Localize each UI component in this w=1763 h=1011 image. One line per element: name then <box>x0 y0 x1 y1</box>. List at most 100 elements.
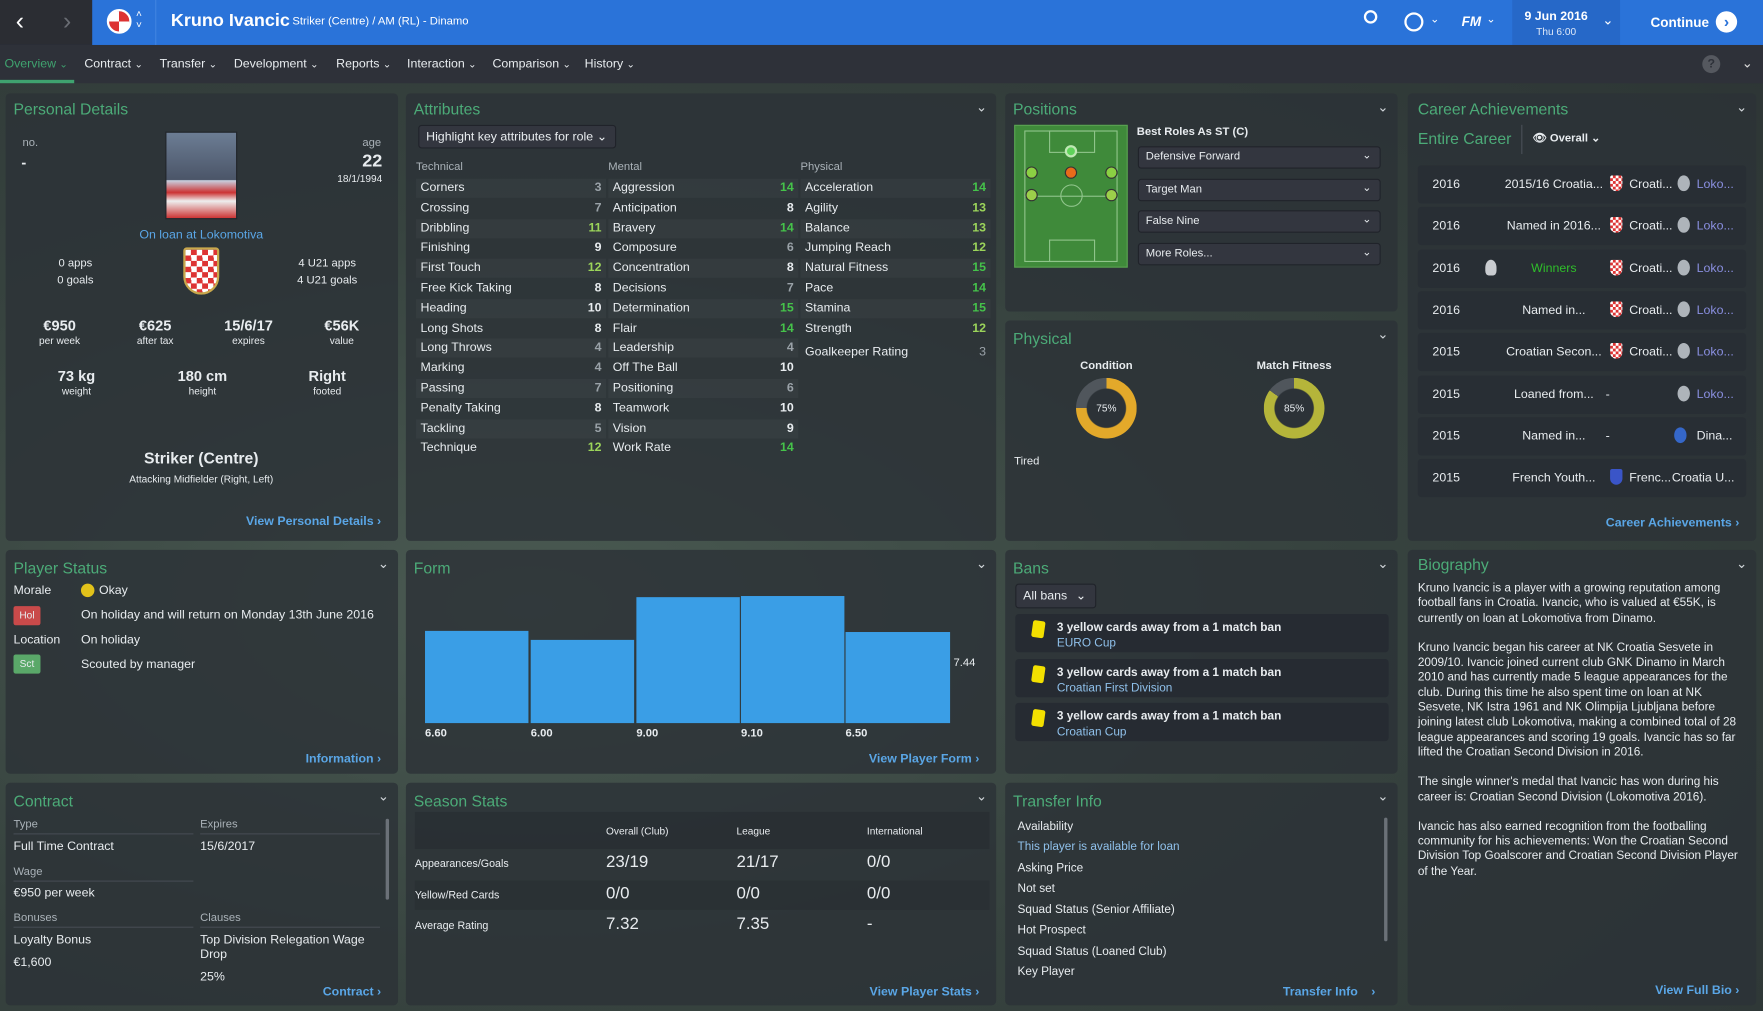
position-pitch[interactable] <box>1014 124 1128 268</box>
loan-club-link[interactable]: On loan at Lokomotiva <box>139 228 264 242</box>
achievement-row[interactable]: 2015 Loaned from... - Loko... <box>1417 375 1747 414</box>
chevron-down-icon[interactable]: ⌄ <box>1741 55 1753 71</box>
attribute-row[interactable]: Pace 14 <box>801 279 991 298</box>
achievement-club[interactable]: Loko... <box>1696 261 1734 276</box>
transfer-info-link[interactable]: Transfer Info › <box>1283 985 1376 998</box>
continue-button[interactable]: Continue › <box>1620 0 1763 45</box>
attribute-row[interactable]: Natural Fitness 15 <box>801 259 991 278</box>
attribute-row[interactable]: Agility 13 <box>801 199 991 218</box>
attribute-row[interactable]: Free Kick Taking 8 <box>416 279 606 298</box>
attribute-row[interactable]: Corners 3 <box>416 179 606 198</box>
back-button[interactable]: ‹ <box>15 6 24 35</box>
chevron-down-icon[interactable]: ⌄ <box>1377 788 1389 805</box>
achievement-club[interactable]: Loko... <box>1696 345 1734 359</box>
date-panel[interactable]: 9 Jun 2016 Thu 6:00 ⌄ <box>1512 0 1621 45</box>
achievement-row[interactable]: 2015 French Youth... Frenc... Croatia U... <box>1417 458 1747 498</box>
attribute-row[interactable]: Long Shots 8 <box>416 319 606 338</box>
attribute-row[interactable]: Passing 7 <box>416 379 606 398</box>
chevron-down-icon[interactable]: ⌄ <box>975 555 988 572</box>
search-icon[interactable] <box>1363 10 1378 24</box>
attribute-row[interactable]: Positioning 6 <box>608 379 798 398</box>
role-dropdown[interactable]: Defensive Forward ⌄ <box>1137 146 1381 169</box>
form-bar[interactable] <box>530 639 635 724</box>
attribute-row[interactable]: Strength 12 <box>801 319 991 338</box>
achievement-row[interactable]: 2016 2015/16 Croatia... Croati... Loko... <box>1417 165 1747 204</box>
scrollbar[interactable] <box>1384 817 1388 942</box>
attribute-row[interactable]: Off The Ball 10 <box>608 359 798 378</box>
tab-transfer[interactable]: Transfer ⌄ <box>160 57 217 70</box>
achievement-club[interactable]: Loko... <box>1696 177 1734 192</box>
attribute-row[interactable]: Vision 9 <box>608 419 798 438</box>
tab-history[interactable]: History ⌄ <box>585 57 635 70</box>
attribute-row[interactable]: Crossing 7 <box>416 199 606 218</box>
scrollbar[interactable] <box>385 818 390 900</box>
fm-logo[interactable]: FM <box>1461 13 1482 30</box>
chevron-down-icon[interactable]: ⌄ <box>377 555 390 572</box>
role-dropdown[interactable]: Target Man ⌄ <box>1137 178 1381 201</box>
information-link[interactable]: Information › <box>305 752 382 766</box>
tab-contract[interactable]: Contract ⌄ <box>84 57 143 70</box>
attribute-row[interactable]: First Touch 12 <box>416 259 606 278</box>
attribute-row[interactable]: Jumping Reach 12 <box>801 239 991 258</box>
attribute-row[interactable]: Tackling 5 <box>416 419 606 438</box>
tab-comparison[interactable]: Comparison ⌄ <box>492 57 571 70</box>
achievement-club[interactable]: Dina... <box>1696 429 1733 443</box>
forward-button[interactable]: › <box>62 6 72 35</box>
role-dropdown[interactable]: More Roles... ⌄ <box>1137 242 1381 265</box>
attribute-row[interactable]: Anticipation 8 <box>608 199 798 218</box>
chevron-down-icon[interactable]: ⌄ <box>377 788 390 805</box>
attribute-row[interactable]: Bravery 14 <box>608 219 798 238</box>
view-player-stats-link[interactable]: View Player Stats › <box>869 985 980 999</box>
chevron-down-icon[interactable]: ⌄ <box>1377 98 1389 115</box>
role-dropdown[interactable]: False Nine ⌄ <box>1137 210 1381 233</box>
achievement-row[interactable]: 2016 Winners Croati... Loko... <box>1417 249 1747 288</box>
view-player-form-link[interactable]: View Player Form › <box>868 752 980 766</box>
view-personal-details-link[interactable]: View Personal Details › <box>245 515 382 529</box>
achievement-row[interactable]: 2015 Named in... - Dina... <box>1417 416 1747 456</box>
player-switch-icon[interactable]: ˄ ˅ <box>136 7 142 31</box>
chevron-down-icon[interactable]: ⌄ <box>975 98 988 115</box>
bans-filter-dropdown[interactable]: All bans ⌄ <box>1015 583 1097 609</box>
achievement-club[interactable]: Loko... <box>1696 303 1734 318</box>
tab-development[interactable]: Development ⌄ <box>234 57 319 70</box>
attribute-row[interactable]: Balance 13 <box>801 219 991 238</box>
form-bar[interactable] <box>425 631 529 724</box>
chevron-down-icon[interactable]: ⌄ <box>1377 326 1389 342</box>
attribute-row[interactable]: Composure 6 <box>608 239 798 258</box>
achievement-club[interactable]: Croatia U... <box>1671 471 1735 485</box>
attribute-row[interactable]: Flair 14 <box>608 319 798 338</box>
attribute-row[interactable]: Concentration 8 <box>608 259 798 278</box>
attribute-row[interactable]: Teamwork 10 <box>608 399 798 418</box>
attribute-row[interactable]: Decisions 7 <box>608 279 798 298</box>
attribute-row[interactable]: Marking 4 <box>416 359 606 378</box>
attribute-row[interactable]: Penalty Taking 8 <box>416 399 606 418</box>
achievement-row[interactable]: 2015 Croatian Secon... Croati... Loko... <box>1417 333 1747 372</box>
tab-interaction[interactable]: Interaction ⌄ <box>407 57 477 70</box>
help-icon[interactable]: ? <box>1702 55 1721 74</box>
attribute-row[interactable]: Dribbling 11 <box>416 219 606 238</box>
globe-icon[interactable] <box>1404 12 1424 32</box>
achievement-club[interactable]: Loko... <box>1696 219 1734 234</box>
attribute-row[interactable]: Stamina 15 <box>801 299 991 318</box>
highlight-role-dropdown[interactable]: Highlight key attributes for role ⌄ <box>418 124 617 149</box>
tab-reports[interactable]: Reports ⌄ <box>336 57 391 70</box>
overall-filter[interactable]: 👁︎ Overall ⌄ <box>1532 132 1601 146</box>
chevron-down-icon[interactable]: ⌄ <box>1430 13 1440 26</box>
attribute-row[interactable]: Leadership 4 <box>608 339 798 358</box>
attribute-row[interactable]: Acceleration 14 <box>801 179 991 198</box>
attribute-row[interactable]: Finishing 9 <box>416 239 606 258</box>
chevron-down-icon[interactable]: ⌄ <box>975 788 988 805</box>
attribute-row[interactable]: Technique 12 <box>416 439 606 458</box>
attribute-row[interactable]: Work Rate 14 <box>608 439 798 458</box>
attribute-row[interactable]: Heading 10 <box>416 299 606 318</box>
attribute-row[interactable]: Aggression 14 <box>608 179 798 198</box>
view-full-bio-link[interactable]: View Full Bio › <box>1655 984 1740 998</box>
form-bar[interactable] <box>636 597 740 724</box>
chevron-down-icon[interactable]: ⌄ <box>1486 13 1496 26</box>
achievement-row[interactable]: 2016 Named in... Croati... Loko... <box>1417 291 1747 330</box>
form-bar[interactable] <box>740 596 845 724</box>
attribute-row[interactable]: Determination 15 <box>608 299 798 318</box>
attribute-row[interactable]: Long Throws 4 <box>416 339 606 358</box>
chevron-down-icon[interactable]: ⌄ <box>1735 555 1748 572</box>
club-crest-icon[interactable] <box>106 8 132 34</box>
